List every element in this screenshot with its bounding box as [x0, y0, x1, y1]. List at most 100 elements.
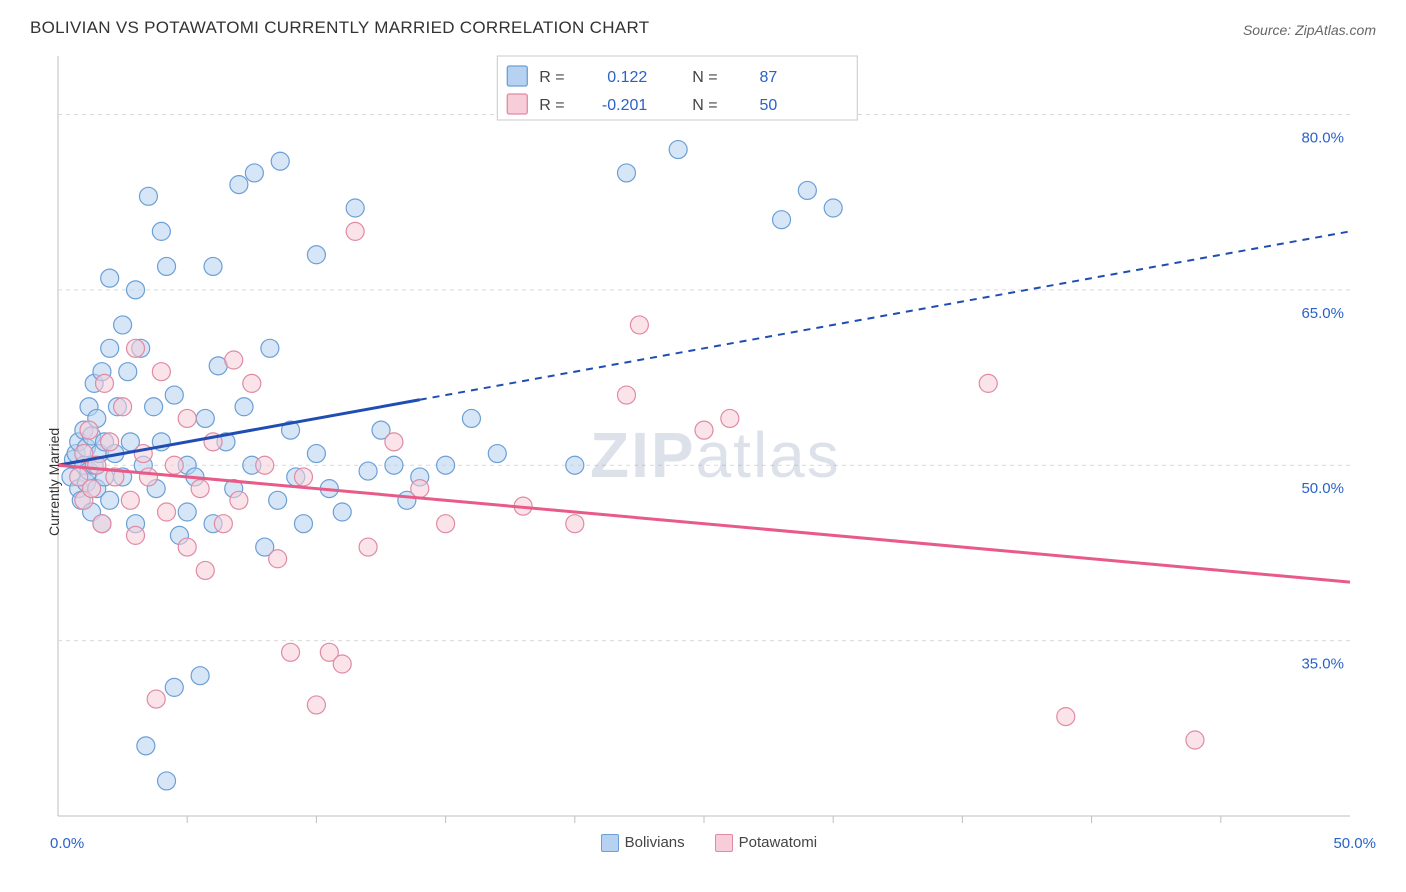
- chart-header: BOLIVIAN VS POTAWATOMI CURRENTLY MARRIED…: [0, 0, 1406, 46]
- data-point: [359, 462, 377, 480]
- data-point: [1186, 731, 1204, 749]
- data-point: [96, 374, 114, 392]
- legend-n-label: N =: [692, 97, 717, 114]
- legend-r-label: R =: [539, 69, 564, 86]
- data-point: [271, 152, 289, 170]
- legend-r-value: -0.201: [602, 97, 647, 114]
- data-point: [235, 398, 253, 416]
- data-point: [101, 433, 119, 451]
- y-tick-label: 80.0%: [1301, 129, 1344, 146]
- data-point: [488, 445, 506, 463]
- chart-source: Source: ZipAtlas.com: [1243, 22, 1376, 38]
- data-point: [225, 351, 243, 369]
- data-point: [80, 421, 98, 439]
- data-point: [630, 316, 648, 334]
- data-point: [773, 211, 791, 229]
- data-point: [137, 737, 155, 755]
- data-point: [269, 550, 287, 568]
- data-point: [269, 491, 287, 509]
- legend-r-label: R =: [539, 97, 564, 114]
- data-point: [230, 491, 248, 509]
- data-point: [307, 445, 325, 463]
- data-point: [127, 526, 145, 544]
- data-point: [196, 409, 214, 427]
- legend-swatch: [507, 66, 527, 86]
- data-point: [158, 257, 176, 275]
- data-point: [204, 257, 222, 275]
- data-point: [346, 199, 364, 217]
- data-point: [101, 491, 119, 509]
- data-point: [191, 480, 209, 498]
- legend-n-value: 87: [759, 69, 777, 86]
- scatter-chart: 80.0%65.0%50.0%35.0%R =0.122N =87R =-0.2…: [30, 46, 1376, 826]
- data-point: [307, 696, 325, 714]
- legend-item: Potawatomi: [715, 834, 817, 852]
- chart-title: BOLIVIAN VS POTAWATOMI CURRENTLY MARRIED…: [30, 18, 649, 38]
- data-point: [721, 409, 739, 427]
- data-point: [617, 386, 635, 404]
- data-point: [245, 164, 263, 182]
- data-point: [119, 363, 137, 381]
- trend-line-solid: [58, 465, 1350, 582]
- data-point: [230, 176, 248, 194]
- legend-item: Bolivians: [601, 834, 685, 852]
- data-point: [979, 374, 997, 392]
- chart-container: Currently Married 80.0%65.0%50.0%35.0%R …: [30, 46, 1376, 826]
- data-point: [798, 181, 816, 199]
- legend-swatch: [601, 834, 619, 852]
- data-point: [214, 515, 232, 533]
- series-legend: Bolivians Potawatomi: [601, 834, 817, 852]
- data-point: [282, 643, 300, 661]
- data-point: [101, 339, 119, 357]
- x-axis-min-label: 0.0%: [50, 835, 84, 852]
- data-point: [158, 772, 176, 790]
- legend-r-value: 0.122: [607, 69, 647, 86]
- trend-line-dashed: [420, 231, 1350, 399]
- data-point: [139, 187, 157, 205]
- data-point: [566, 456, 584, 474]
- data-point: [114, 316, 132, 334]
- data-point: [333, 503, 351, 521]
- data-point: [178, 409, 196, 427]
- data-point: [669, 141, 687, 159]
- data-point: [411, 480, 429, 498]
- data-point: [165, 386, 183, 404]
- data-point: [437, 515, 455, 533]
- data-point: [617, 164, 635, 182]
- data-point: [152, 222, 170, 240]
- legend-n-value: 50: [759, 97, 777, 114]
- legend-swatch: [507, 94, 527, 114]
- data-point: [83, 480, 101, 498]
- data-point: [695, 421, 713, 439]
- data-point: [1057, 708, 1075, 726]
- data-point: [127, 281, 145, 299]
- data-point: [307, 246, 325, 264]
- data-point: [243, 374, 261, 392]
- data-point: [566, 515, 584, 533]
- data-point: [294, 515, 312, 533]
- x-axis-max-label: 50.0%: [1333, 835, 1376, 852]
- data-point: [101, 269, 119, 287]
- data-point: [165, 678, 183, 696]
- data-point: [147, 690, 165, 708]
- data-point: [333, 655, 351, 673]
- data-point: [178, 503, 196, 521]
- data-point: [196, 561, 214, 579]
- data-point: [127, 339, 145, 357]
- legend-label: Bolivians: [625, 834, 685, 851]
- data-point: [165, 456, 183, 474]
- data-point: [178, 538, 196, 556]
- y-axis-label: Currently Married: [46, 428, 62, 536]
- y-tick-label: 35.0%: [1301, 656, 1344, 673]
- data-point: [437, 456, 455, 474]
- data-point: [121, 491, 139, 509]
- data-point: [158, 503, 176, 521]
- data-point: [359, 538, 377, 556]
- data-point: [114, 398, 132, 416]
- data-point: [385, 456, 403, 474]
- data-point: [152, 363, 170, 381]
- legend-swatch: [715, 834, 733, 852]
- y-tick-label: 50.0%: [1301, 480, 1344, 497]
- data-point: [139, 468, 157, 486]
- data-point: [145, 398, 163, 416]
